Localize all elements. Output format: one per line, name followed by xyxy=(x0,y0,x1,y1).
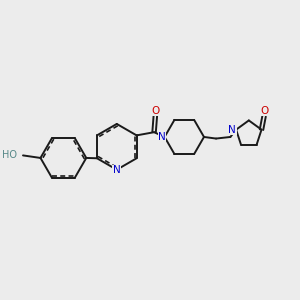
Text: N: N xyxy=(158,132,166,142)
Text: N: N xyxy=(113,165,121,175)
Text: O: O xyxy=(261,106,269,116)
Text: N: N xyxy=(228,125,236,135)
Text: HO: HO xyxy=(2,150,17,160)
Text: O: O xyxy=(151,106,160,116)
